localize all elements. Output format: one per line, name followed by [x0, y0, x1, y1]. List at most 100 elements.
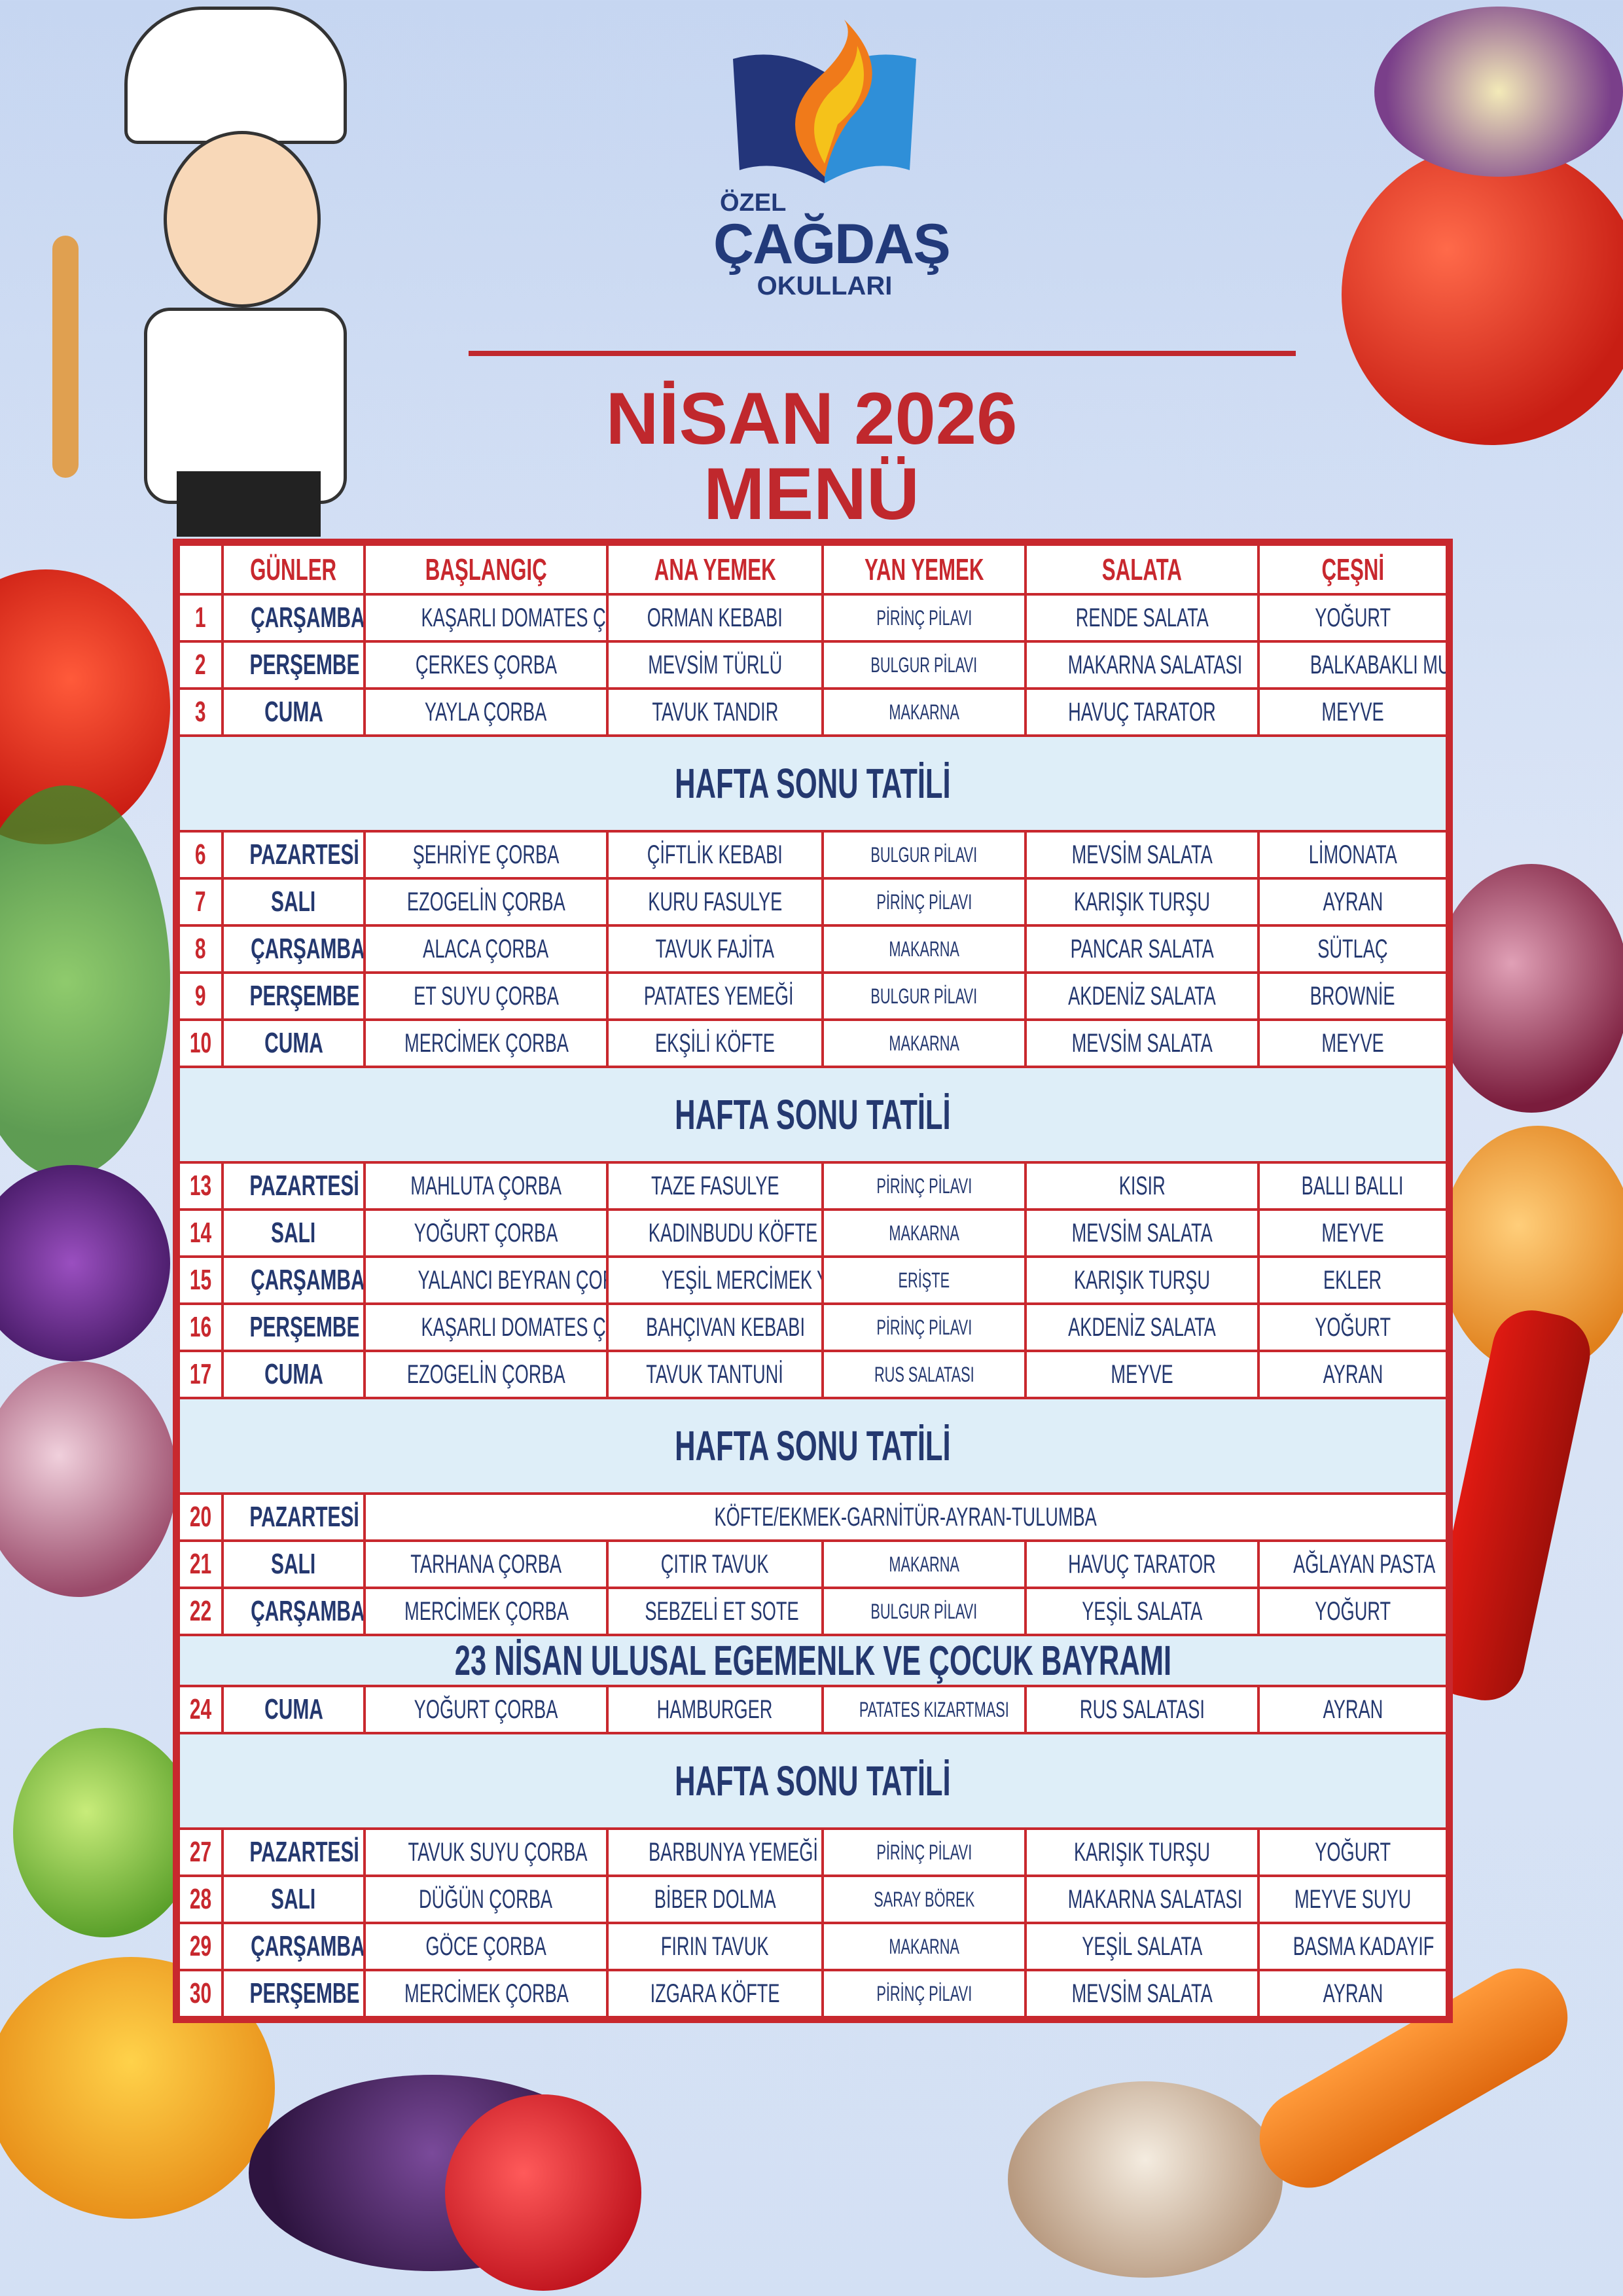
side-dish-cell: MAKARNA [821, 1018, 1027, 1068]
day-number-cell: 22 [177, 1587, 224, 1636]
column-header: ANA YEMEK [606, 543, 824, 596]
day-number: 27 [189, 1836, 212, 1868]
table-row: 13 PAZARTESİ MAHLUTA ÇORBA TAZE FASULYE PİRİ… [177, 1161, 1448, 1211]
starter-cell: MERCİMEK ÇORBA [363, 1018, 609, 1068]
condiment-cell: AĞLAYAN PASTA [1257, 1539, 1448, 1589]
starter-text: YOĞURT ÇORBA [414, 1218, 558, 1247]
condiment-text: BASMA KADAYIF [1293, 1931, 1435, 1961]
day-number: 3 [195, 696, 206, 728]
shallot-illustration [0, 1361, 177, 1597]
main-course-cell: ÇİFTLİK KEBABI [606, 830, 824, 880]
red-onion-illustration [1433, 864, 1623, 1113]
starter-cell: TAVUK SUYU ÇORBA [363, 1827, 609, 1877]
day-name-cell: PAZARTESİ [221, 1492, 366, 1542]
salad-cell: KARIŞIK TURŞU [1024, 877, 1260, 927]
condiment-text: AYRAN [1323, 1695, 1383, 1724]
salad-cell: PANCAR SALATA [1024, 924, 1260, 974]
condiment-text: MEYVE [1321, 697, 1384, 726]
table-row: 16 PERŞEMBE KAŞARLI DOMATES ÇORBA BAHÇIVAN … [177, 1302, 1448, 1352]
main-course-text: TAZE FASULYE [651, 1171, 779, 1200]
day-name: ÇARŞAMBA [251, 1595, 365, 1627]
salad-text: HAVUÇ TARATOR [1068, 1549, 1216, 1579]
day-name: PERŞEMBE [249, 980, 360, 1012]
starter-text: GÖCE ÇORBA [425, 1931, 546, 1961]
condiment-text: SÜTLAÇ [1317, 934, 1388, 963]
starter-text: DÜĞÜN ÇORBA [419, 1884, 553, 1914]
condiment-text: AYRAN [1323, 1359, 1383, 1389]
day-number-cell: 8 [177, 924, 224, 974]
day-number-cell: 15 [177, 1255, 224, 1305]
table-row: 17 CUMA EZOGELİN ÇORBA TAVUK TANTUNİ RUS SAL… [177, 1350, 1448, 1399]
main-course-cell: TAZE FASULYE [606, 1161, 824, 1211]
merged-menu-cell: KÖFTE/EKMEK-GARNİTÜR-AYRAN-TULUMBA [363, 1492, 1448, 1542]
condiment-text: YOĞURT [1315, 1596, 1391, 1626]
starter-cell: YAYLA ÇORBA [363, 687, 609, 737]
condiment-cell: MEYVE [1257, 1208, 1448, 1258]
day-name: ÇARŞAMBA [251, 933, 365, 965]
main-course-text: TAVUK FAJİTA [655, 934, 775, 963]
starter-text: EZOGELİN ÇORBA [406, 887, 565, 916]
main-course-text: BARBUNYA YEMEĞİ [648, 1837, 818, 1867]
day-name: CUMA [264, 1027, 323, 1059]
salad-cell: HAVUÇ TARATOR [1024, 1539, 1260, 1589]
banner-cell: HAFTA SONU TATİLİ [177, 1066, 1448, 1164]
banner-cell: 23 NİSAN ULUSAL EGEMENLK VE ÇOCUK BAYRAM… [177, 1634, 1448, 1687]
day-number: 1 [195, 601, 206, 634]
day-number: 8 [195, 933, 206, 965]
salad-cell: RENDE SALATA [1024, 593, 1260, 643]
side-dish-text: PİRİNÇ PİLAVI [876, 1174, 972, 1198]
main-course-text: BAHÇIVAN KEBABI [646, 1312, 806, 1342]
main-course-cell: TAVUK TANTUNİ [606, 1350, 824, 1399]
table-row: 27 PAZARTESİ TAVUK SUYU ÇORBA BARBUNYA YEME… [177, 1827, 1448, 1877]
day-number-cell: 17 [177, 1350, 224, 1399]
side-dish-cell: PİRİNÇ PİLAVI [821, 1161, 1027, 1211]
starter-text: YAYLA ÇORBA [425, 697, 547, 726]
main-course-cell: SEBZELİ ET SOTE [606, 1587, 824, 1636]
side-dish-text: PİRİNÇ PİLAVI [876, 1840, 972, 1864]
table-row: 6 PAZARTESİ ŞEHRİYE ÇORBA ÇİFTLİK KEBABI BUL… [177, 830, 1448, 880]
side-dish-cell: PİRİNÇ PİLAVI [821, 593, 1027, 643]
starter-cell: KAŞARLI DOMATES ÇORBA [363, 1302, 609, 1352]
starter-cell: EZOGELİN ÇORBA [363, 1350, 609, 1399]
column-header [177, 543, 224, 596]
side-dish-text: BULGUR PİLAVI [870, 1599, 978, 1623]
day-name-cell: ÇARŞAMBA [221, 1587, 366, 1636]
side-dish-text: MAKARNA [889, 700, 959, 724]
condiment-text: YOĞURT [1315, 1312, 1391, 1342]
basil-illustration [0, 1165, 170, 1361]
day-number-cell: 14 [177, 1208, 224, 1258]
day-name: SALI [271, 1883, 316, 1915]
table-row: 28 SALI DÜĞÜN ÇORBA BİBER DOLMA SARAY BÖREK M… [177, 1874, 1448, 1924]
condiment-text: AĞLAYAN PASTA [1293, 1549, 1436, 1579]
main-course-text: EKŞİLİ KÖFTE [655, 1028, 775, 1058]
banner-text: HAFTA SONU TATİLİ [675, 760, 951, 807]
day-number-cell: 1 [177, 593, 224, 643]
condiment-text: BALLI BALLI [1302, 1171, 1404, 1200]
day-name-cell: PERŞEMBE [221, 1969, 366, 2018]
starter-cell: YALANCI BEYRAN ÇORBA [363, 1255, 609, 1305]
day-number-cell: 27 [177, 1827, 224, 1877]
weekend-banner-row: HAFTA SONU TATİLİ [177, 734, 1448, 833]
main-course-cell: HAMBURGER [606, 1685, 824, 1734]
side-dish-cell: PİRİNÇ PİLAVI [821, 1827, 1027, 1877]
salad-text: HAVUÇ TARATOR [1068, 697, 1216, 726]
day-name: ÇARŞAMBA [251, 1264, 365, 1296]
side-dish-cell: SARAY BÖREK [821, 1874, 1027, 1924]
starter-cell: ET SUYU ÇORBA [363, 971, 609, 1021]
day-name: PERŞEMBE [249, 649, 360, 681]
starter-text: MAHLUTA ÇORBA [410, 1171, 562, 1200]
side-dish-text: PATATES KIZARTMASI [859, 1697, 1009, 1721]
main-course-cell: ÇITIR TAVUK [606, 1539, 824, 1589]
day-name-cell: SALI [221, 1208, 366, 1258]
banner-text: 23 NİSAN ULUSAL EGEMENLK VE ÇOCUK BAYRAM… [454, 1637, 1171, 1684]
day-number: 21 [189, 1548, 212, 1580]
starter-cell: EZOGELİN ÇORBA [363, 877, 609, 927]
condiment-cell: EKLER [1257, 1255, 1448, 1305]
starter-text: ŞEHRİYE ÇORBA [412, 840, 560, 869]
condiment-text: MEYVE [1321, 1218, 1384, 1247]
title-divider [469, 351, 1296, 356]
day-number-cell: 7 [177, 877, 224, 927]
day-number: 16 [189, 1311, 212, 1343]
condiment-text: MEYVE [1321, 1028, 1384, 1058]
main-course-text: YEŞİL MERCİMEK YEMEĞİ [661, 1265, 820, 1295]
